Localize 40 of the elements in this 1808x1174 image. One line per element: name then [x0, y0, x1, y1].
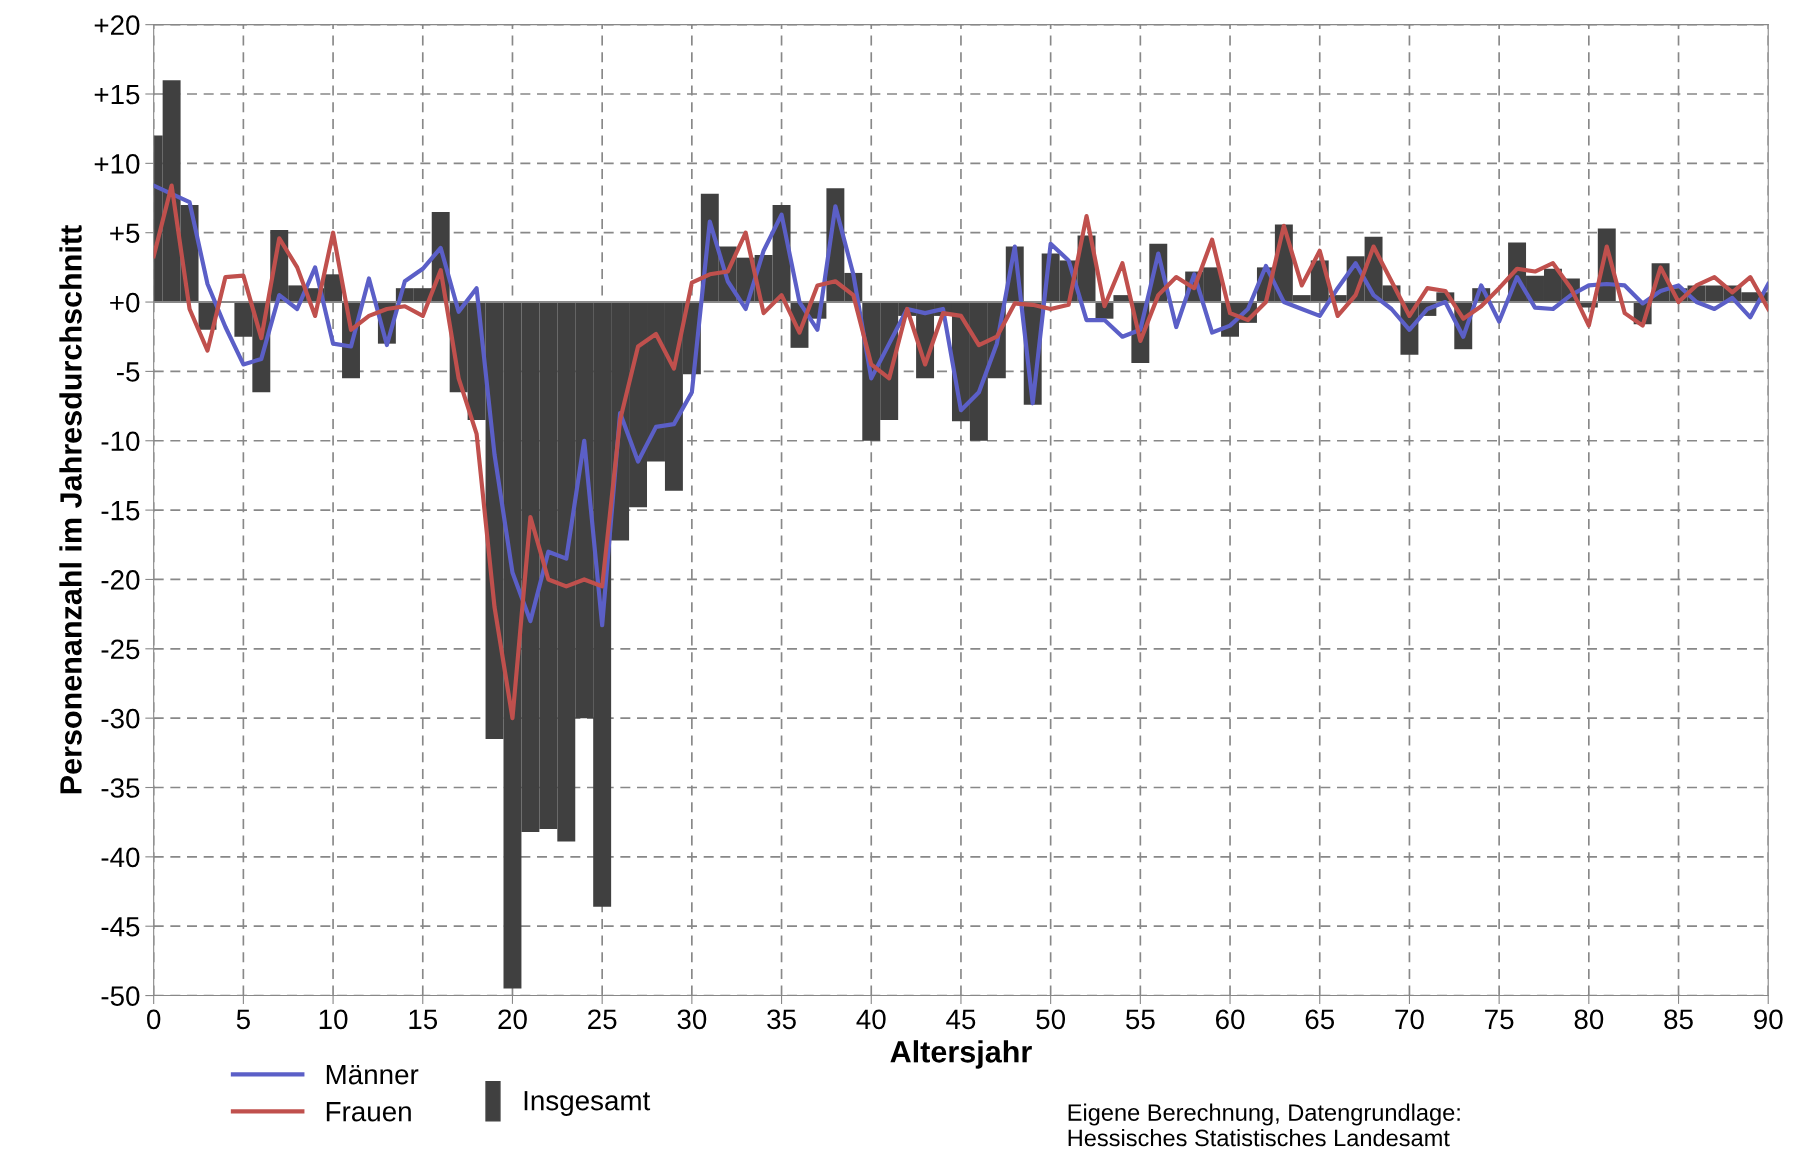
- y-axis-title: Personenanzahl im Jahresdurchschnitt: [59, 225, 82, 794]
- y-tick-label: -30: [101, 708, 140, 729]
- y-tick-label: -20: [101, 570, 140, 590]
- x-axis-title: Altersjahr: [890, 1040, 1032, 1069]
- x-tick-label: 90: [1754, 1009, 1783, 1030]
- y-tick-label: -50: [101, 986, 140, 1006]
- y-tick-label: -45: [101, 917, 140, 937]
- legend-label: Insgesamt: [524, 1091, 651, 1116]
- x-tick-label: 50: [1036, 1009, 1066, 1030]
- x-tick-label: 40: [856, 1009, 886, 1030]
- y-tick-label: -35: [101, 778, 140, 798]
- x-tick-label: 10: [319, 1009, 348, 1030]
- legend-label: Frauen: [326, 1102, 411, 1122]
- x-tick-label: 80: [1574, 1009, 1604, 1030]
- x-tick-label: 20: [498, 1009, 527, 1030]
- y-tick-label: +10: [94, 154, 140, 174]
- y-tick-label: -10: [101, 431, 140, 452]
- y-tick-label: -15: [101, 501, 140, 521]
- legend-label: Männer: [326, 1065, 419, 1085]
- y-tick-label: +5: [110, 223, 140, 244]
- x-tick-label: 25: [588, 1009, 617, 1030]
- x-tick-label: 55: [1126, 1009, 1155, 1030]
- y-tick-label: -25: [101, 639, 140, 660]
- x-tick-label: 30: [677, 1009, 707, 1030]
- y-tick-label: -40: [101, 847, 140, 868]
- y-tick-label: +15: [94, 84, 140, 105]
- y-tick-label: -5: [117, 362, 140, 382]
- x-tick-label: 75: [1485, 1009, 1514, 1030]
- x-tick-label: 45: [946, 1009, 976, 1030]
- x-tick-label: 0: [147, 1009, 161, 1030]
- text: Eigene Berechnung, Datengrundlage: Hessisches Statistisches Landesamt: [1068, 1103, 1460, 1147]
- y-tick-label: +20: [94, 15, 140, 35]
- x-tick-label: 70: [1395, 1009, 1424, 1030]
- y-tick-label: +0: [110, 292, 140, 313]
- x-tick-label: 60: [1216, 1009, 1245, 1030]
- x-tick-label: 35: [767, 1009, 796, 1030]
- x-tick-label: 5: [236, 1009, 250, 1030]
- x-tick-label: 85: [1664, 1009, 1693, 1030]
- x-tick-label: 65: [1305, 1009, 1335, 1030]
- x-tick-label: 15: [409, 1009, 438, 1030]
